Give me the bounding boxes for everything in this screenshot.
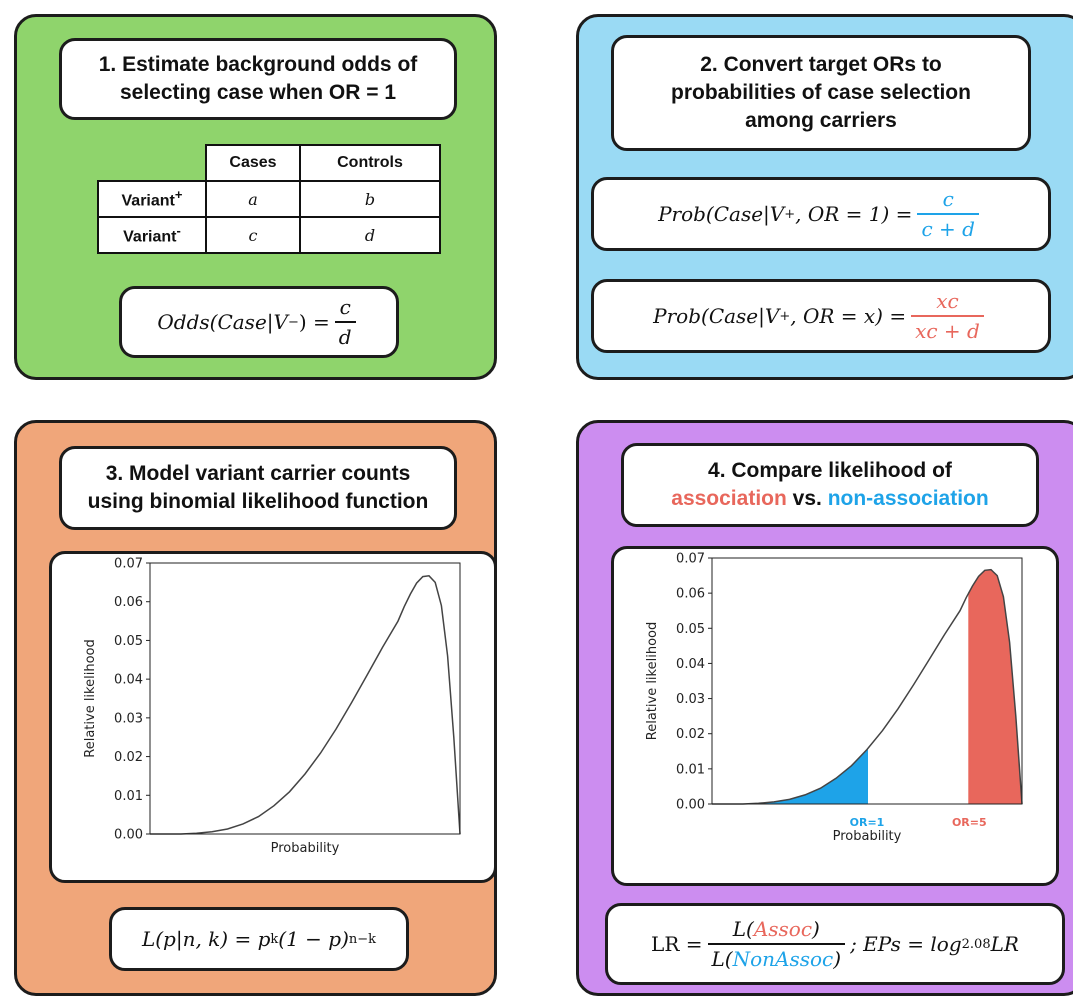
cell-a: a — [205, 180, 301, 218]
panel4-title-line2: association vs. non-association — [671, 487, 989, 510]
marker-label-0: OR=1 — [850, 816, 885, 829]
comparison-likelihood-chart: OR=1 OR=5 0.00 0.01 0.02 0.03 0.04 0.05 0.06 0.07… — [645, 552, 1023, 844]
y-tick-label-3: 0.03 — [114, 711, 143, 726]
panel4-title: 4. Compare likelihood of association vs.… — [621, 443, 1039, 527]
col-header-cases: Cases — [205, 144, 301, 182]
y-tick-label-0: 0.00 — [114, 828, 143, 843]
y-axis-label: Relative likelihood — [83, 639, 98, 757]
y-tick-label-6: 0.06 — [114, 595, 143, 610]
row-header-variant-negative: Variant- — [97, 216, 207, 254]
y-tick-label-1: 0.01 — [114, 789, 143, 804]
y-tick-label-4: 0.04 — [676, 657, 705, 672]
title-non-association: non-association — [827, 487, 989, 510]
binomial-likelihood-chart: 0.00 0.01 0.02 0.03 0.04 0.05 0.06 0.07 Probabil… — [83, 557, 461, 856]
y-tick-label-0: 0.00 — [676, 798, 705, 813]
panel-compare-likelihood: 4. Compare likelihood of association vs.… — [576, 420, 1073, 996]
title-association: association — [671, 487, 787, 510]
panel4-title-line1: 4. Compare likelihood of — [708, 459, 952, 482]
likelihood-curve — [150, 575, 461, 835]
row-header-variant-positive: Variant+ — [97, 180, 207, 218]
binomial-equation: L(p|n, k) = p k (1 − p) n−k — [109, 907, 409, 971]
cell-c: c — [205, 216, 301, 254]
panel3-title-line2: using binomial likelihood function — [87, 490, 429, 513]
binomial-chart-card: 0.00 0.01 0.02 0.03 0.04 0.05 0.06 0.07 Probabil… — [49, 551, 497, 883]
cell-b: b — [299, 180, 441, 218]
prob-equation-orx: Prob(Case|V +, OR = x) = xc xc + d — [591, 279, 1051, 353]
y-tick-label-5: 0.05 — [676, 622, 705, 637]
shaded-area-0 — [712, 749, 867, 804]
panel1-title-line1: 1. Estimate background odds of — [98, 53, 418, 76]
y-axis-label: Relative likelihood — [645, 622, 660, 740]
panel3-title-line1: 3. Model variant carrier counts — [105, 462, 411, 485]
y-tick-label-4: 0.04 — [114, 673, 143, 688]
y-tick-label-5: 0.05 — [114, 634, 143, 649]
likelihood-curve — [712, 568, 1023, 805]
panel2-title: 2. Convert target ORs to probabilities o… — [611, 35, 1031, 151]
x-axis-label: Probability — [271, 841, 340, 856]
table-corner — [98, 145, 206, 181]
y-tick-label-2: 0.02 — [114, 750, 143, 765]
col-header-controls: Controls — [299, 144, 441, 182]
panel2-title-line3: among carriers — [745, 109, 897, 132]
y-tick-label-1: 0.01 — [676, 762, 705, 777]
panel-convert-ors: 2. Convert target ORs to probabilities o… — [576, 14, 1073, 380]
panel3-title: 3. Model variant carrier counts using bi… — [59, 446, 457, 530]
panel2-title-line2: probabilities of case selection — [671, 81, 971, 104]
panel-estimate-background-odds: 1. Estimate background odds of selecting… — [14, 14, 497, 380]
comparison-chart-card: OR=1 OR=5 0.00 0.01 0.02 0.03 0.04 0.05 0.06 0.07… — [611, 546, 1059, 886]
marker-label-1: OR=5 — [952, 816, 987, 829]
panel-binomial-model: 3. Model variant carrier counts using bi… — [14, 420, 497, 996]
lr-equation: LR = L(Assoc) L(NonAssoc) ; EPs = log 2.08… — [605, 903, 1065, 985]
contingency-table: Cases Controls Variant+ a b Variant- c d — [97, 144, 441, 254]
x-axis-label: Probability — [833, 829, 902, 844]
panel2-title-line1: 2. Convert target ORs to — [700, 53, 942, 76]
y-tick-label-3: 0.03 — [676, 692, 705, 707]
plot-frame — [711, 557, 1023, 805]
y-tick-label-7: 0.07 — [114, 557, 143, 572]
y-tick-label-7: 0.07 — [676, 552, 705, 567]
shaded-area-1 — [969, 569, 1022, 804]
plot-frame — [149, 562, 461, 835]
y-tick-label-6: 0.06 — [676, 587, 705, 602]
y-tick-label-2: 0.02 — [676, 727, 705, 742]
panel1-title: 1. Estimate background odds of selecting… — [59, 38, 457, 120]
panel1-title-line2: selecting case when OR = 1 — [119, 81, 397, 104]
cell-d: d — [299, 216, 441, 254]
